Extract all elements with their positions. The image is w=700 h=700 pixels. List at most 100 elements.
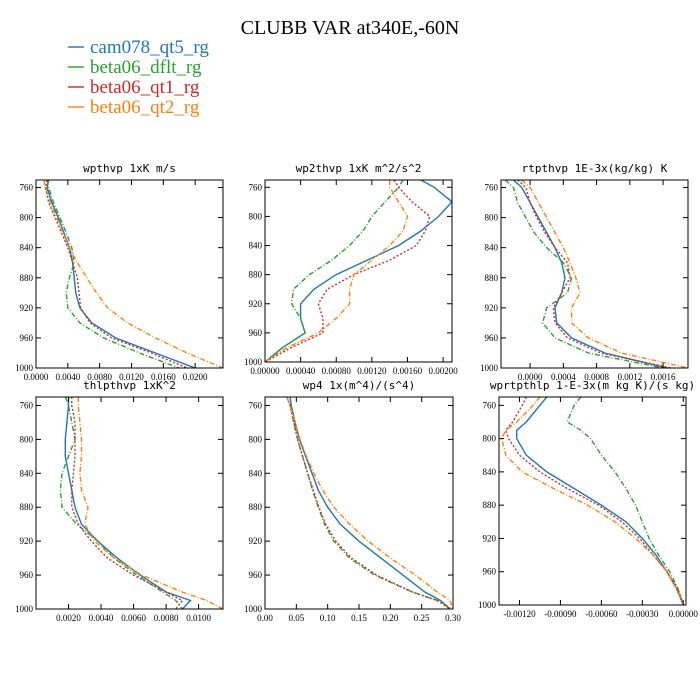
series-line (505, 397, 684, 605)
x-tick-label: 0.00080 (322, 366, 352, 376)
panel-title: wp2thvp 1xK m^2/s^2 (296, 162, 422, 175)
y-tick-label: 800 (485, 213, 499, 223)
panels: wpthvp 1xK m/s76080084088092096010000.00… (15, 162, 698, 623)
plot-frame (264, 396, 454, 610)
y-tick-label: 840 (20, 243, 34, 253)
y-tick-label: 760 (20, 183, 34, 193)
panel: wpthvp 1xK m/s76080084088092096010000.00… (15, 162, 224, 382)
x-tick-label: 0.0000 (518, 372, 543, 382)
x-tick-label: 0.0008 (584, 372, 609, 382)
y-tick-label: 880 (483, 500, 497, 510)
y-tick-label: 800 (249, 434, 263, 444)
x-tick-label: 0.00040 (286, 366, 316, 376)
figure-title: CLUBB VAR at340E,-60N (241, 17, 460, 39)
x-tick-label: 0.00160 (393, 366, 423, 376)
x-tick-label: 0.00200 (428, 366, 458, 376)
x-tick-label: 0.20 (382, 613, 398, 623)
panel-title: wprtpthlp 1-E-3x(m kg K)/(s kg) (490, 379, 695, 392)
panel-title: thlpthvp 1xK^2 (83, 379, 176, 392)
x-tick-label: -0.00090 (544, 609, 577, 619)
panel-title: wp4 1x(m^4)/(s^4) (303, 379, 416, 392)
y-tick-label: 960 (249, 328, 263, 338)
panel: thlpthvp 1xK^2 760 800 840 880 920 960 1000 0.00… (15, 379, 224, 623)
y-tick-label: 760 (249, 182, 263, 192)
series-line (504, 180, 664, 368)
series-line (71, 397, 184, 609)
y-tick-label: 800 (20, 434, 34, 444)
y-tick-label: 960 (20, 333, 34, 343)
legend-label: beta06_qt2_rg (90, 97, 200, 118)
y-tick-label: 840 (20, 468, 34, 478)
y-tick-label: 800 (20, 213, 34, 223)
x-tick-label: 0.05 (288, 613, 304, 623)
series-line (265, 180, 404, 362)
y-tick-label: 960 (249, 570, 263, 580)
series-line (265, 180, 431, 362)
x-tick-label: 0.0016 (651, 372, 676, 382)
panel: wp2thvp 1xK m^2/s^2 760 800 840 880 920 960 100… (244, 162, 458, 376)
y-tick-label: 840 (483, 467, 497, 477)
plot-frame (35, 396, 224, 610)
series-line (286, 397, 453, 609)
panel-title: wpthvp 1xK m/s (83, 162, 176, 175)
x-tick-label: 0.00120 (357, 366, 387, 376)
series-line (77, 397, 223, 609)
y-tick-label: 880 (485, 273, 499, 283)
series-line (517, 180, 672, 368)
series-line (64, 397, 192, 609)
y-tick-label: 920 (485, 303, 499, 313)
plot-frame (500, 179, 689, 369)
y-tick-label: 920 (483, 533, 497, 543)
y-tick-label: 880 (20, 502, 34, 512)
x-tick-label: 0.0000 (24, 372, 49, 382)
panel: wprtpthlp 1-E-3x(m kg K)/(s kg) 760 800 840… (478, 379, 698, 619)
x-tick-label: 0.0080 (87, 372, 112, 382)
y-tick-label: 1000 (478, 600, 497, 610)
x-tick-label: 0.0100 (186, 613, 211, 623)
x-tick-label: 0.30 (445, 613, 461, 623)
y-tick-label: 1000 (244, 604, 263, 614)
x-tick-label: 0.00 (257, 613, 273, 623)
y-tick-label: 760 (249, 400, 263, 410)
series-line (566, 397, 684, 605)
y-tick-label: 880 (249, 502, 263, 512)
y-tick-label: 800 (483, 434, 497, 444)
legend: cam078_qt5_rgbeta06_dflt_rgbeta06_qt1_rg… (68, 37, 209, 118)
x-tick-label: 0.0040 (89, 613, 114, 623)
x-tick-label: 0.0120 (119, 372, 144, 382)
x-tick-label: 0.0200 (183, 372, 208, 382)
legend-label: cam078_qt5_rg (90, 37, 209, 58)
y-tick-label: 960 (483, 567, 497, 577)
series-line (289, 397, 451, 609)
x-tick-label: 0.0080 (154, 613, 179, 623)
panel-title: rtpthvp 1E-3x(kg/kg) K (522, 162, 668, 175)
x-tick-label: 0.00000 (669, 609, 699, 619)
series-line (516, 397, 684, 605)
y-tick-label: 760 (485, 183, 499, 193)
series-line (44, 180, 188, 368)
y-tick-label: 1000 (244, 357, 263, 367)
y-tick-label: 840 (249, 241, 263, 251)
y-tick-label: 880 (20, 273, 34, 283)
y-tick-label: 920 (249, 299, 263, 309)
series-line (513, 180, 668, 368)
plot-frame (264, 179, 453, 363)
y-tick-label: 960 (20, 570, 34, 580)
x-tick-label: 0.0004 (551, 372, 576, 382)
series-line (500, 397, 684, 605)
y-tick-label: 1000 (15, 604, 34, 614)
x-tick-label: -0.00120 (503, 609, 536, 619)
legend-label: beta06_dflt_rg (90, 57, 202, 78)
series-line (59, 397, 183, 609)
x-tick-label: 0.15 (351, 613, 367, 623)
series-line (265, 180, 452, 362)
y-tick-label: 920 (20, 536, 34, 546)
y-tick-label: 920 (249, 536, 263, 546)
y-tick-label: 880 (249, 270, 263, 280)
y-tick-label: 800 (249, 211, 263, 221)
x-tick-label: 0.00000 (250, 366, 280, 376)
series-line (286, 397, 453, 609)
x-tick-label: -0.00060 (585, 609, 618, 619)
x-tick-label: -0.00030 (626, 609, 659, 619)
y-tick-label: 960 (485, 333, 499, 343)
